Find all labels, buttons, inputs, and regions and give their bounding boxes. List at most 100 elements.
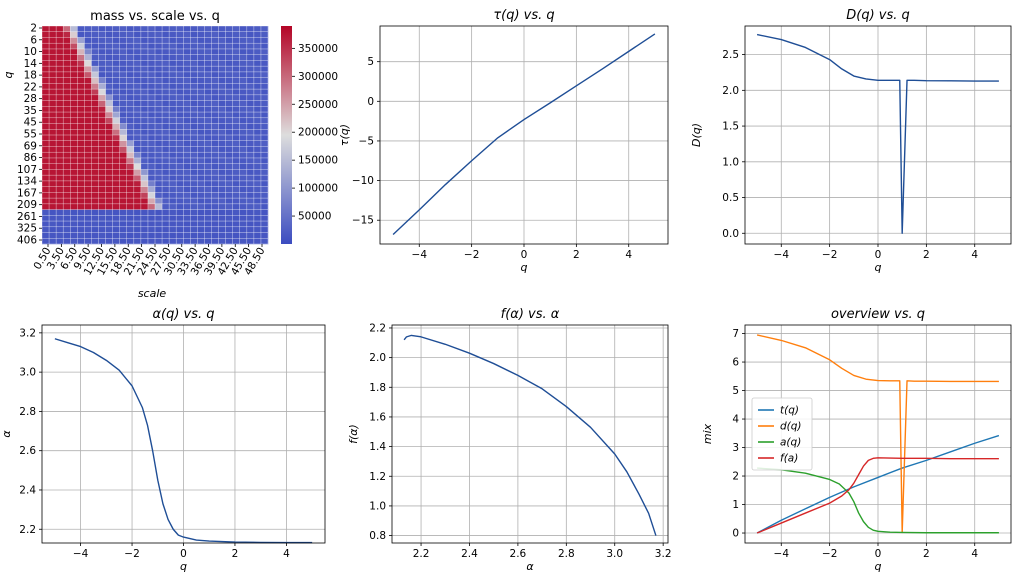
heatmap-cell (147, 48, 156, 55)
heatmap-cell (204, 163, 212, 170)
heatmap-cell (147, 226, 156, 233)
heatmap-cell (63, 117, 71, 124)
heatmap-cell (218, 152, 226, 159)
heatmap-cell (112, 94, 120, 101)
heatmap-cell (162, 123, 170, 130)
heatmap-cell (211, 94, 219, 101)
heatmap-cell (225, 89, 233, 96)
heatmap-cell (84, 169, 92, 176)
heatmap-cell (169, 66, 177, 73)
heatmap-cell (162, 106, 170, 113)
heatmap-cell (63, 31, 71, 38)
heatmap-cell (211, 209, 219, 216)
heatmap-cell (133, 140, 142, 147)
heatmap-cell (162, 94, 170, 101)
heatmap-cell (232, 146, 241, 153)
heatmap-cell (190, 123, 198, 130)
heatmap-cell (112, 175, 120, 182)
heatmap-cell (183, 94, 191, 101)
heatmap-cell (49, 71, 57, 78)
heatmap-cell (197, 140, 205, 147)
heatmap-cell (197, 54, 205, 61)
heatmap-cell (239, 123, 248, 130)
heatmap-cell (183, 157, 191, 164)
heatmap-cell (239, 54, 248, 61)
heatmap-cell (190, 140, 198, 147)
heatmap-cell (183, 48, 191, 55)
heatmap-cell (246, 146, 255, 153)
heatmap-cell (260, 129, 269, 136)
heatmap-cell (133, 203, 142, 210)
heatmap-cell (246, 169, 255, 176)
heatmap-cell (232, 123, 241, 130)
heatmap-cell (140, 226, 149, 233)
heatmap-cell (204, 48, 212, 55)
heatmap-cell (211, 175, 219, 182)
heatmap-cell (63, 135, 71, 142)
heatmap-cell (176, 180, 184, 187)
xtick-label: 0 (875, 548, 882, 560)
heatmap-cell (204, 180, 212, 187)
heatmap-cell (155, 94, 163, 101)
heatmap-cell (119, 215, 128, 222)
heatmap-cell (133, 180, 142, 187)
heatmap-cell (190, 83, 198, 90)
heatmap-cell (112, 117, 120, 124)
ytick-label: 3 (732, 442, 739, 454)
heatmap-cell (239, 180, 248, 187)
heatmap-cell (77, 60, 85, 67)
heatmap-cell (260, 186, 269, 193)
heatmap-cell (260, 54, 269, 61)
heatmap-cell (239, 66, 248, 73)
heatmap-cell (70, 163, 78, 170)
heatmap-cell (204, 221, 212, 228)
heatmap-cell (63, 192, 71, 199)
heatmap-cell (225, 215, 233, 222)
heatmap-cell (133, 221, 142, 228)
heatmap-cell (133, 129, 142, 136)
heatmap-cell (112, 54, 120, 61)
heatmap-cell (49, 123, 57, 130)
heatmap-cell (147, 66, 156, 73)
heatmap-cell (56, 215, 64, 222)
heatmap-cell (225, 60, 233, 67)
heatmap-cell (162, 186, 170, 193)
heatmap-cell (218, 26, 226, 33)
heatmap-cell (253, 221, 262, 228)
heatmap-cell (147, 100, 156, 107)
heatmap-cell (169, 83, 177, 90)
heatmap-cell (176, 94, 184, 101)
heatmap-cell (218, 89, 226, 96)
heatmap-cell (169, 77, 177, 84)
heatmap-cell (232, 169, 241, 176)
heatmap-cell (49, 135, 57, 142)
heatmap-cell (211, 157, 219, 164)
heatmap-ytick-label: 86 (24, 152, 38, 164)
legend-box (751, 397, 813, 471)
heatmap-cell (140, 71, 149, 78)
heatmap-cell (246, 48, 255, 55)
heatmap-cell (56, 203, 64, 210)
heatmap-cell (183, 89, 191, 96)
heatmap-cell (105, 180, 113, 187)
heatmap-cell (183, 112, 191, 119)
heatmap-cell (63, 37, 71, 44)
heatmap-cell (91, 198, 99, 205)
heatmap-cell (211, 232, 219, 239)
heatmap-cell (155, 135, 163, 142)
heatmap-cell (70, 198, 78, 205)
heatmap-cell (63, 203, 71, 210)
heatmap-cell (253, 238, 262, 245)
heatmap-cell (147, 146, 156, 153)
heatmap-cell (190, 48, 198, 55)
heatmap-cell (133, 48, 142, 55)
heatmap-cell (63, 221, 71, 228)
heatmap-cell (84, 31, 92, 38)
heatmap-cell (119, 163, 128, 170)
heatmap-cell (63, 106, 71, 113)
heatmap-cell (140, 60, 149, 67)
heatmap-cell (176, 169, 184, 176)
heatmap-cell (253, 152, 262, 159)
heatmap-cell (197, 37, 205, 44)
heatmap-cell (133, 163, 142, 170)
